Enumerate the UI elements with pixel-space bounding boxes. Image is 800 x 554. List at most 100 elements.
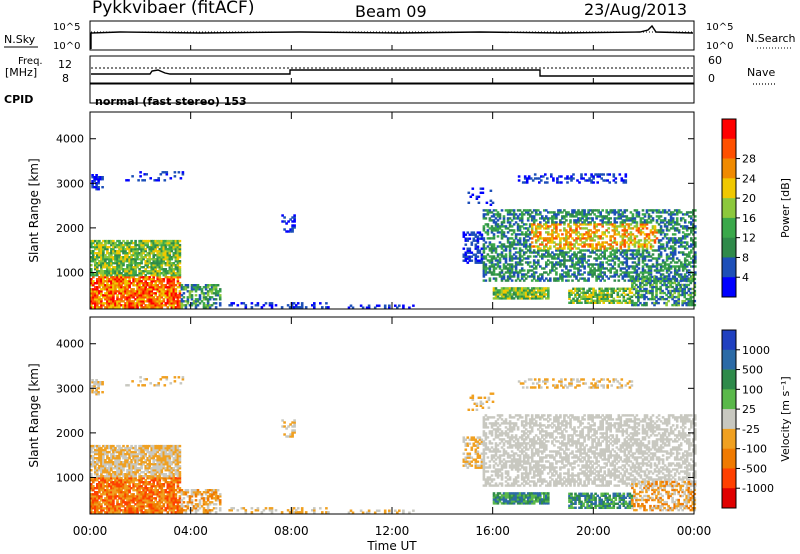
data-cell [148,245,151,249]
data-cell [561,277,564,280]
data-cell [492,219,496,222]
data-cell [122,286,125,289]
data-cell [688,233,691,236]
data-cell [524,297,528,300]
data-cell [164,249,168,253]
data-cell [641,275,644,279]
data-cell [591,249,594,252]
data-cell [518,229,522,232]
data-cell [170,262,174,265]
data-cell [116,260,119,263]
data-cell [653,241,657,244]
data-cell [168,282,172,285]
data-cell [611,257,615,260]
data-cell [136,243,139,247]
noise-tick-bottom-left: 10^0 [53,41,80,52]
data-cell [591,251,594,254]
data-cell [518,261,522,264]
data-cell [160,264,164,267]
data-cell [545,277,548,280]
data-cell [516,277,520,280]
data-cell [90,499,93,502]
data-cell [482,269,486,272]
data-cell [126,503,129,506]
data-cell [112,475,115,478]
data-cell [138,286,141,289]
data-cell [470,251,474,254]
data-cell [599,269,602,272]
data-cell [681,241,685,244]
data-cell [174,245,178,249]
data-cell [466,257,470,260]
data-cell [190,290,194,293]
data-cell [577,231,580,234]
data-cell [486,229,490,232]
data-cell [663,211,667,214]
data-cell [571,243,574,246]
data-cell [588,287,591,290]
data-cell [651,289,654,293]
data-cell [496,211,500,214]
data-cell [685,213,689,216]
data-cell [184,286,188,289]
data-cell [606,289,609,292]
data-cell [551,251,554,254]
data-cell [504,265,508,268]
data-cell [166,249,170,253]
data-cell [545,287,548,290]
data-cell [106,454,109,458]
data-cell [202,302,206,305]
data-cell [520,291,524,294]
data-cell [585,217,588,220]
data-cell [667,299,670,303]
data-cell [689,301,693,305]
data-cell [100,292,103,295]
data-cell [600,291,603,294]
data-cell [128,280,131,283]
data-cell [96,459,99,462]
data-cell [683,245,687,248]
data-cell [671,303,674,307]
data-cell [482,263,486,266]
data-cell [98,495,101,498]
data-cell [661,297,664,301]
data-cell [614,181,618,184]
data-cell [156,276,159,279]
data-cell [118,304,121,307]
data-cell [500,269,504,272]
data-cell [609,269,612,272]
data-cell [683,225,687,228]
data-cell [202,304,206,307]
data-cell [173,175,177,178]
data-cell [92,465,95,468]
data-cell [512,231,516,234]
data-cell [152,278,155,281]
data-cell [583,219,586,222]
data-cell [106,280,109,283]
data-cell [100,270,103,273]
data-cell [218,296,222,299]
data-cell [206,290,210,293]
data-cell [635,223,639,226]
data-cell [108,296,111,299]
freq-label-1: Freq. [18,56,43,67]
data-cell [683,279,687,282]
data-cell [114,274,117,277]
data-cell [142,252,145,255]
data-cell [90,448,93,452]
data-cell [661,295,664,299]
data-cell [537,223,540,226]
data-cell [621,219,625,222]
data-cell [156,252,159,255]
data-cell [579,255,582,258]
data-cell [594,295,597,298]
data-cell [541,225,544,228]
data-cell [657,253,661,256]
data-cell [629,223,633,226]
data-cell [160,306,164,309]
data-cell [553,269,556,272]
data-cell [95,176,98,179]
data-cell [559,265,562,268]
data-cell [679,261,683,264]
data-cell [144,286,147,289]
